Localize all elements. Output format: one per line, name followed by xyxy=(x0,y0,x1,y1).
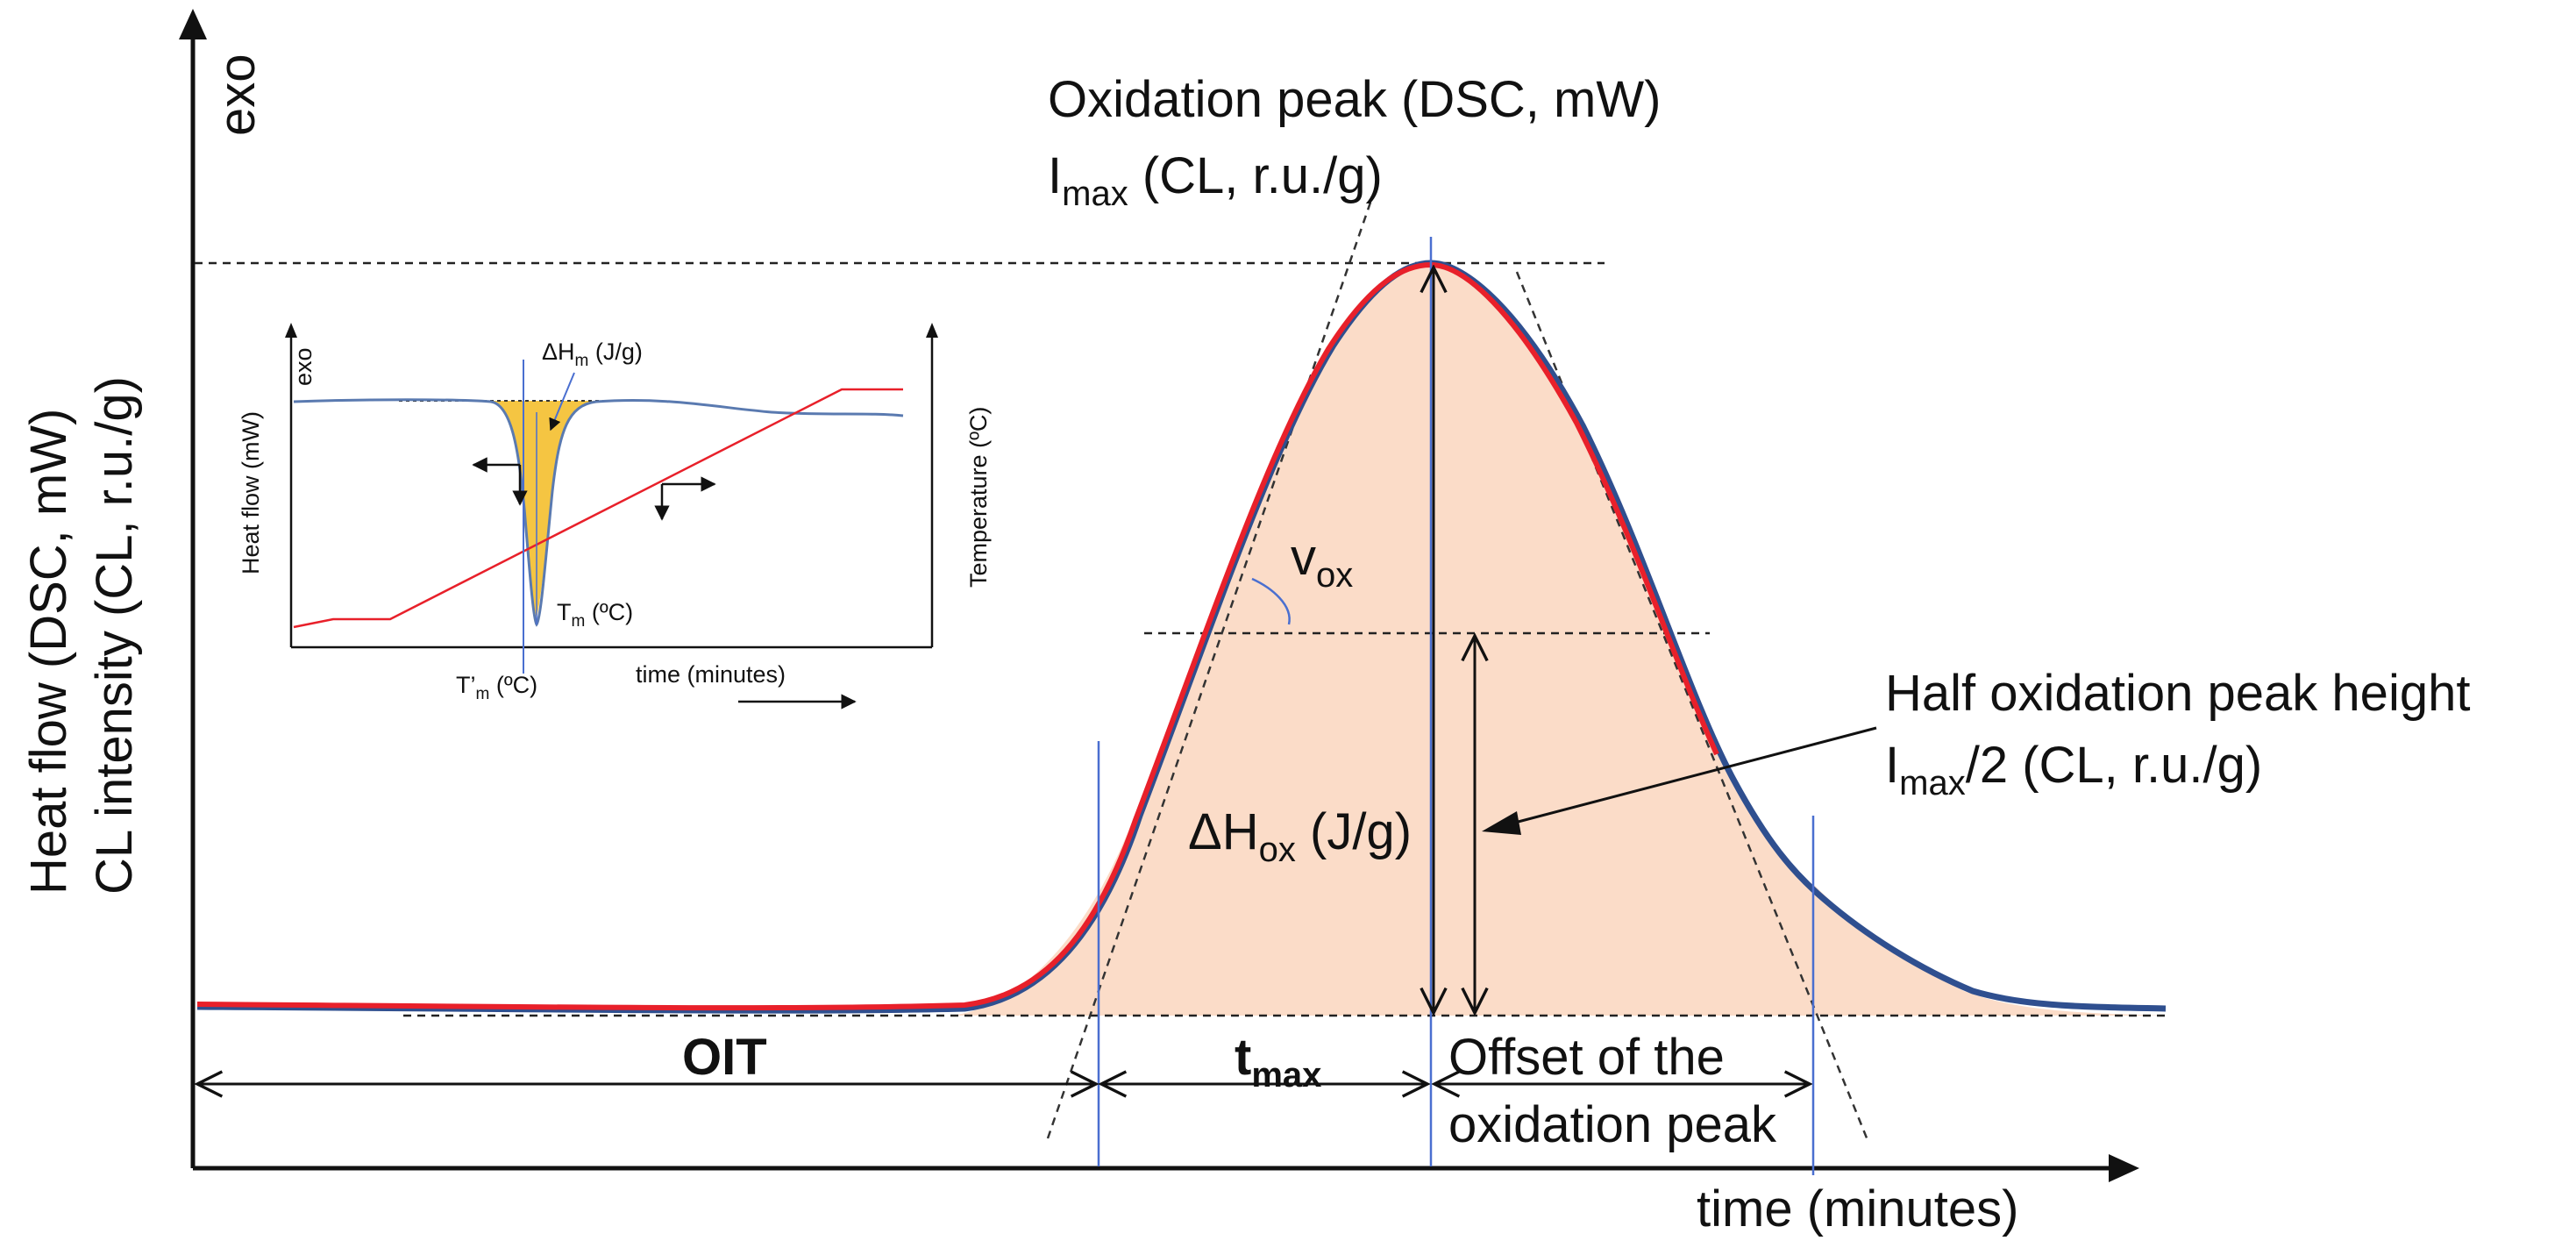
inset-tm-label: Tm (ºC) xyxy=(557,599,633,631)
inset-dhm-symbol: ΔH xyxy=(542,339,575,365)
inset-tpm-label: T’m (ºC) xyxy=(456,672,537,703)
y-axis-label-line2: CL intensity (CL, r.u./g) xyxy=(86,376,143,895)
half-peak-pointer-head xyxy=(1482,811,1521,835)
inset-dhm-pointer xyxy=(549,372,575,431)
inset-tpm-rest: (ºC) xyxy=(489,672,537,698)
onset-tangent xyxy=(1046,196,1374,1139)
inset-y-arrowhead xyxy=(285,323,297,338)
half-peak-pointer xyxy=(1507,726,1877,826)
half-peak-label: Half oxidation peak height xyxy=(1885,665,2470,722)
half-peak-formula: Imax/2 (CL, r.u./g) xyxy=(1885,737,2262,802)
dhox-symbol: ΔH xyxy=(1188,803,1259,860)
dhox-label: ΔHox (J/g) xyxy=(1188,803,1412,869)
vox-label: vox xyxy=(1291,529,1353,595)
inset-tpm-sub: m xyxy=(476,685,490,703)
inset-exo-label: exo xyxy=(290,347,317,386)
offset-label-line2: oxidation peak xyxy=(1448,1096,1777,1153)
vox-symbol: v xyxy=(1291,529,1316,586)
y-axis-arrowhead xyxy=(179,9,207,39)
vox-sub: ox xyxy=(1316,556,1353,595)
inset-tpm-symbol: T’ xyxy=(456,672,476,698)
main-axes xyxy=(179,9,2139,1182)
inset-dhm-sub: m xyxy=(575,352,589,370)
imax-symbol: I xyxy=(1048,147,1062,204)
inset-temperature-curve xyxy=(293,388,903,629)
imax-sub: max xyxy=(1062,175,1128,213)
vox-angle-arc xyxy=(1251,577,1291,625)
dhox-sub: ox xyxy=(1259,831,1296,869)
inset-tm-symbol: T xyxy=(557,599,572,625)
imax-label: Imax (CL, r.u./g) xyxy=(1048,147,1383,213)
inset-time-label: time (minutes) xyxy=(636,661,786,688)
y-axis-label-line1: Heat flow (DSC, mW) xyxy=(20,409,77,895)
inset-melt-fill xyxy=(480,401,596,618)
half-peak-rest: /2 (CL, r.u./g) xyxy=(1966,737,2262,794)
tmax-symbol: t xyxy=(1235,1029,1251,1086)
inset-dhm-label: ΔHm (J/g) xyxy=(542,339,643,370)
dsc-curve xyxy=(196,261,1719,1011)
offset-label-line1: Offset of the xyxy=(1448,1029,1725,1086)
oit-label: OIT xyxy=(682,1029,767,1086)
inset-diagram: exo Heat flow (mW) Temperature (ºC) ΔHm … xyxy=(238,323,992,710)
inset-tm-sub: m xyxy=(572,612,586,631)
oxidation-peak-fill-tail xyxy=(1815,886,2166,1016)
x-axis-arrowhead xyxy=(2109,1154,2139,1182)
inset-dhm-rest: (J/g) xyxy=(588,339,643,365)
dhox-rest: (J/g) xyxy=(1296,803,1412,860)
tmax-sub: max xyxy=(1251,1056,1321,1095)
tmax-label: tmax xyxy=(1235,1029,1321,1095)
inset-heat-flow-curve xyxy=(293,398,904,627)
inset-heat-flow-label: Heat flow (mW) xyxy=(238,411,264,574)
inset-right-arrowhead xyxy=(926,323,938,338)
half-peak-sub: max xyxy=(1899,764,1966,802)
oxidation-peak-label: Oxidation peak (DSC, mW) xyxy=(1048,71,1661,128)
x-axis-label: time (minutes) xyxy=(1697,1180,2018,1237)
inset-tm-rest: (ºC) xyxy=(585,599,633,625)
y-axis-exo-label: exo xyxy=(209,53,266,136)
inset-temperature-label: Temperature (ºC) xyxy=(965,407,992,588)
half-peak-symbol: I xyxy=(1885,737,1899,794)
oxidation-peak-fill xyxy=(951,263,1815,1016)
imax-rest: (CL, r.u./g) xyxy=(1128,147,1383,204)
